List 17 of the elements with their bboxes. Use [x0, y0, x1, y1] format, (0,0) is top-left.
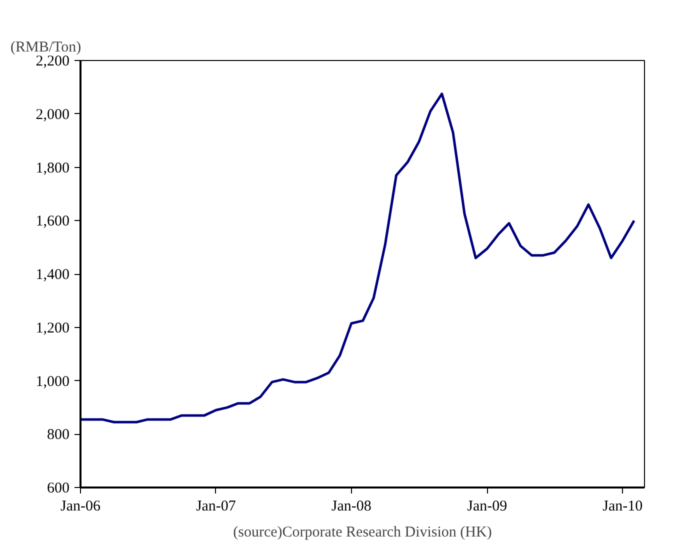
y-tick-label: 1,800 — [36, 160, 70, 176]
y-tick-label: 1,400 — [36, 267, 70, 283]
y-tick-label: 1,200 — [36, 320, 70, 336]
x-tick-label: Jan-06 — [60, 498, 101, 514]
x-tick-label: Jan-07 — [196, 498, 236, 514]
y-tick-label: 2,000 — [36, 106, 70, 123]
y-tick-label: 1,600 — [36, 214, 70, 230]
text: (source)Corporate Research Division (HK) — [233, 524, 492, 540]
y-tick-label: 600 — [47, 480, 70, 496]
x-tick-label: Jan-08 — [331, 498, 372, 514]
x-tick-label: Jan-09 — [467, 498, 508, 514]
y-axis-title: (RMB/Ton) — [10, 40, 82, 56]
y-tick-label: 800 — [47, 427, 70, 444]
line-series — [80, 92, 636, 424]
y-tick-label: 1,000 — [36, 374, 70, 390]
x-tick-label: Jan-10 — [602, 498, 643, 514]
y-tick-label: 2,200 — [36, 54, 70, 70]
